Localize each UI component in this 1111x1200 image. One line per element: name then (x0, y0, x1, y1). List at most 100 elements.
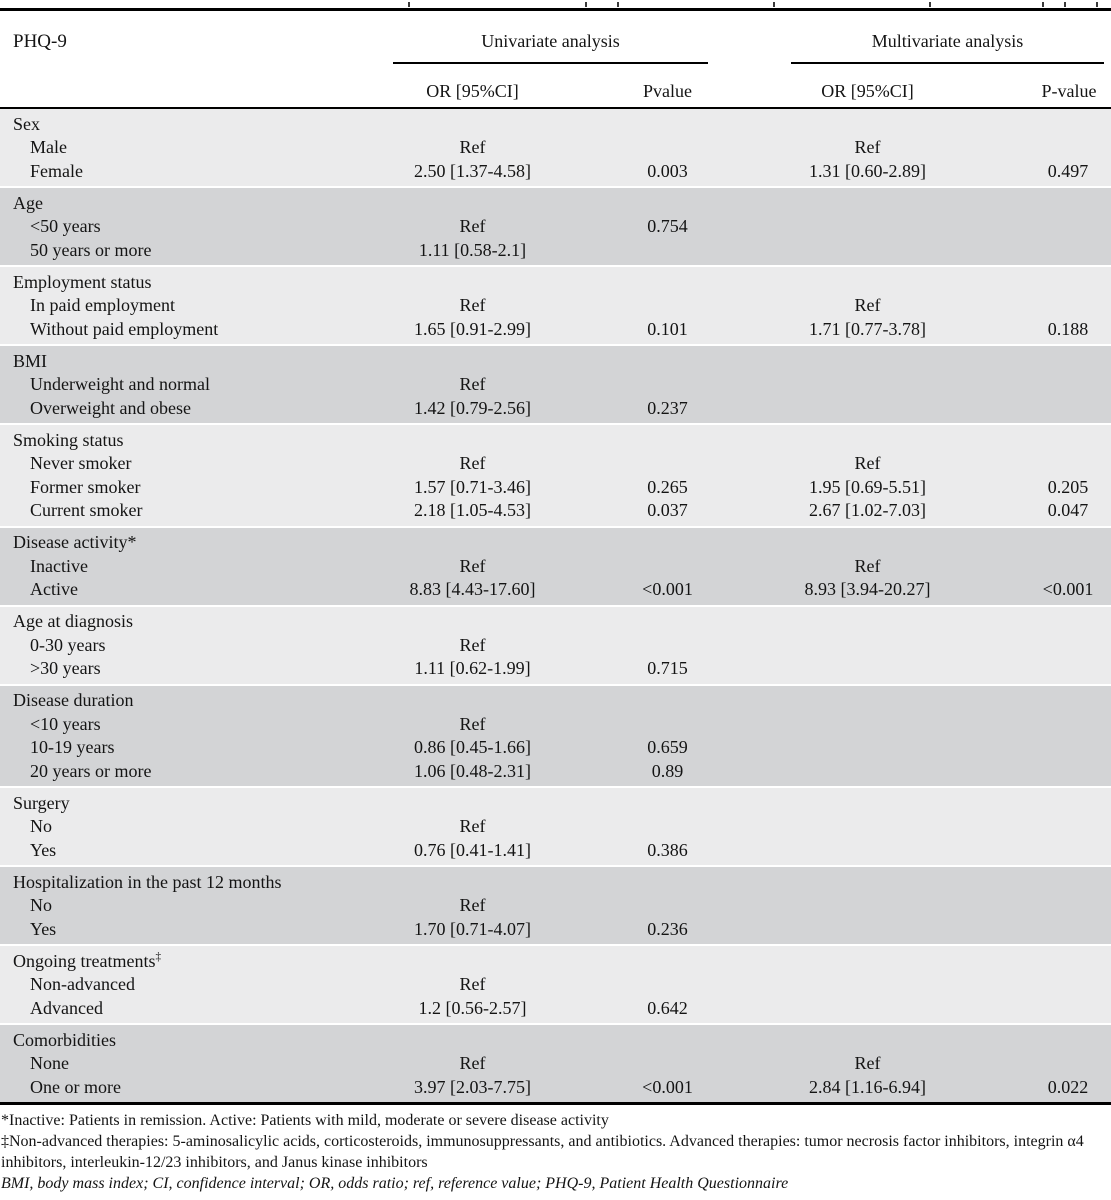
multivariate-pvalue-cell (980, 973, 1111, 997)
group-header-row: Comorbidities (0, 1029, 1111, 1053)
caption-fragment (1064, 2, 1066, 7)
row-label: 50 years or more (30, 239, 152, 260)
group-label: Disease duration (13, 690, 134, 710)
group-label: Age at diagnosis (13, 611, 133, 631)
table-row: <10 years Ref (0, 713, 1111, 737)
empty-cell (385, 950, 560, 974)
multivariate-pvalue-cell (980, 239, 1111, 263)
multivariate-pvalue-cell (980, 918, 1111, 942)
univariate-pvalue-cell (560, 973, 755, 997)
caption-fragment (1096, 2, 1098, 7)
univariate-or-cell: Ref (459, 634, 486, 655)
empty-cell (385, 792, 560, 816)
univariate-pvalue-cell: 0.386 (647, 839, 688, 860)
multivariate-pvalue-cell (980, 397, 1111, 421)
univariate-pvalue-cell (560, 136, 755, 160)
group-label: Surgery (13, 792, 70, 813)
group-label: Smoking status (13, 429, 124, 450)
row-label: None (30, 1053, 69, 1073)
empty-cell (755, 871, 980, 895)
univariate-or-cell: Ref (459, 713, 486, 734)
univariate-pvalue-cell: <0.001 (642, 579, 693, 599)
multivariate-or-cell (755, 215, 980, 239)
empty-cell (560, 871, 755, 895)
multivariate-or-cell (755, 760, 980, 784)
multivariate-pvalue-cell (980, 736, 1111, 760)
group-label: Age (13, 192, 43, 213)
multivariate-or-cell: Ref (854, 1053, 881, 1073)
group-disease-duration: Disease duration <10 years Ref 10-19 years 0… (0, 683, 1111, 786)
group-header-row: Ongoing treatments‡ (0, 950, 1111, 974)
table-row: In paid employment Ref Ref (0, 294, 1111, 318)
univariate-or-cell: Ref (459, 216, 486, 236)
univariate-pvalue-cell: 0.236 (647, 918, 688, 939)
table-row: Without paid employment 1.65 [0.91-2.99] 0… (0, 318, 1111, 342)
multivariate-or-cell (755, 973, 980, 997)
group-age: Age <50 years Ref 0.754 50 years or more 1.11… (0, 186, 1111, 265)
univariate-pvalue-cell (560, 634, 755, 658)
row-label: Active (30, 579, 78, 599)
empty-cell (755, 689, 980, 713)
empty-cell (560, 350, 755, 374)
row-label: Advanced (30, 997, 103, 1018)
table-row: Never smoker Ref Ref (0, 452, 1111, 476)
univariate-or-cell: 1.70 [0.71-4.07] (414, 918, 531, 939)
caption-fragment (1042, 2, 1044, 7)
multivariate-or-cell (755, 997, 980, 1021)
multivariate-pvalue-cell (980, 894, 1111, 918)
group-hospitalization-in-the-past-12-months: Hospitalization in the past 12 months No R… (0, 865, 1111, 944)
univariate-pvalue-cell: 0.265 (647, 476, 688, 497)
multivariate-pvalue-cell (980, 839, 1111, 863)
multivariate-header-rule (791, 62, 1104, 64)
group-label: Disease activity* (13, 532, 137, 552)
table-row: <50 years Ref 0.754 (0, 215, 1111, 239)
univariate-pvalue-cell: 0.101 (647, 318, 688, 339)
univariate-or-cell: 0.86 [0.45-1.66] (414, 737, 531, 757)
multivariate-pvalue-cell (980, 657, 1111, 681)
multivariate-or-cell: 8.93 [3.94-20.27] (804, 579, 931, 599)
empty-cell (560, 271, 755, 295)
empty-cell (560, 429, 755, 453)
group-label: Ongoing treatments‡ (13, 950, 162, 971)
univariate-or-cell: Ref (459, 453, 486, 473)
group-bmi: BMI Underweight and normal Ref Overweight a… (0, 344, 1111, 423)
row-label: Yes (30, 918, 57, 939)
univariate-or-cell: Ref (459, 295, 486, 315)
empty-cell (385, 689, 560, 713)
group-surgery: Surgery No Ref Yes 0.76 [0.41-1.41] 0.386 (0, 786, 1111, 865)
empty-cell (385, 871, 560, 895)
multivariate-or-cell (755, 397, 980, 421)
table-row: Former smoker 1.57 [0.71-3.46] 0.265 1.95 [… (0, 476, 1111, 500)
empty-cell (980, 610, 1111, 634)
univariate-or-cell: 1.11 [0.62-1.99] (414, 658, 531, 678)
table-row: Overweight and obese 1.42 [0.79-2.56] 0.23… (0, 397, 1111, 421)
multivariate-pvalue-cell: 0.188 (1047, 318, 1089, 339)
empty-cell (755, 429, 980, 453)
group-sex: Sex Male Ref Ref Female 2.50 [1.37-4.58] 0.003… (0, 109, 1111, 186)
phq9-regression-table: PHQ-9 Univariate analysis Multivariate a… (0, 8, 1111, 1105)
empty-cell (560, 610, 755, 634)
univariate-or-cell: 2.50 [1.37-4.58] (414, 160, 531, 181)
group-label: Sex (13, 113, 40, 134)
group-label: BMI (13, 350, 48, 371)
univariate-analysis-header: Univariate analysis (481, 31, 620, 51)
table-header: PHQ-9 Univariate analysis Multivariate a… (0, 11, 1111, 109)
group-header-row: Smoking status (0, 429, 1111, 453)
empty-cell (755, 192, 980, 216)
univariate-or-cell: Ref (459, 555, 486, 576)
univariate-pvalue-cell: 0.003 (647, 160, 688, 181)
empty-cell (755, 531, 980, 555)
empty-cell (755, 350, 980, 374)
multivariate-or-cell (755, 918, 980, 942)
univariate-pvalue-cell (560, 713, 755, 737)
empty-cell (980, 792, 1111, 816)
univariate-pvalue-cell: 0.659 (647, 737, 688, 757)
multivariate-or-cell: Ref (854, 453, 881, 473)
empty-cell (385, 531, 560, 555)
multivariate-pvalue-cell: 0.022 (1047, 1076, 1089, 1097)
multivariate-pvalue-cell (980, 136, 1111, 160)
empty-cell (385, 350, 560, 374)
empty-cell (980, 192, 1111, 216)
empty-cell (385, 429, 560, 453)
empty-cell (560, 531, 755, 555)
